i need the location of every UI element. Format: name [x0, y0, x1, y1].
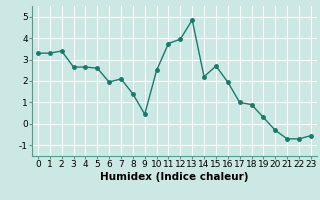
X-axis label: Humidex (Indice chaleur): Humidex (Indice chaleur) — [100, 172, 249, 182]
